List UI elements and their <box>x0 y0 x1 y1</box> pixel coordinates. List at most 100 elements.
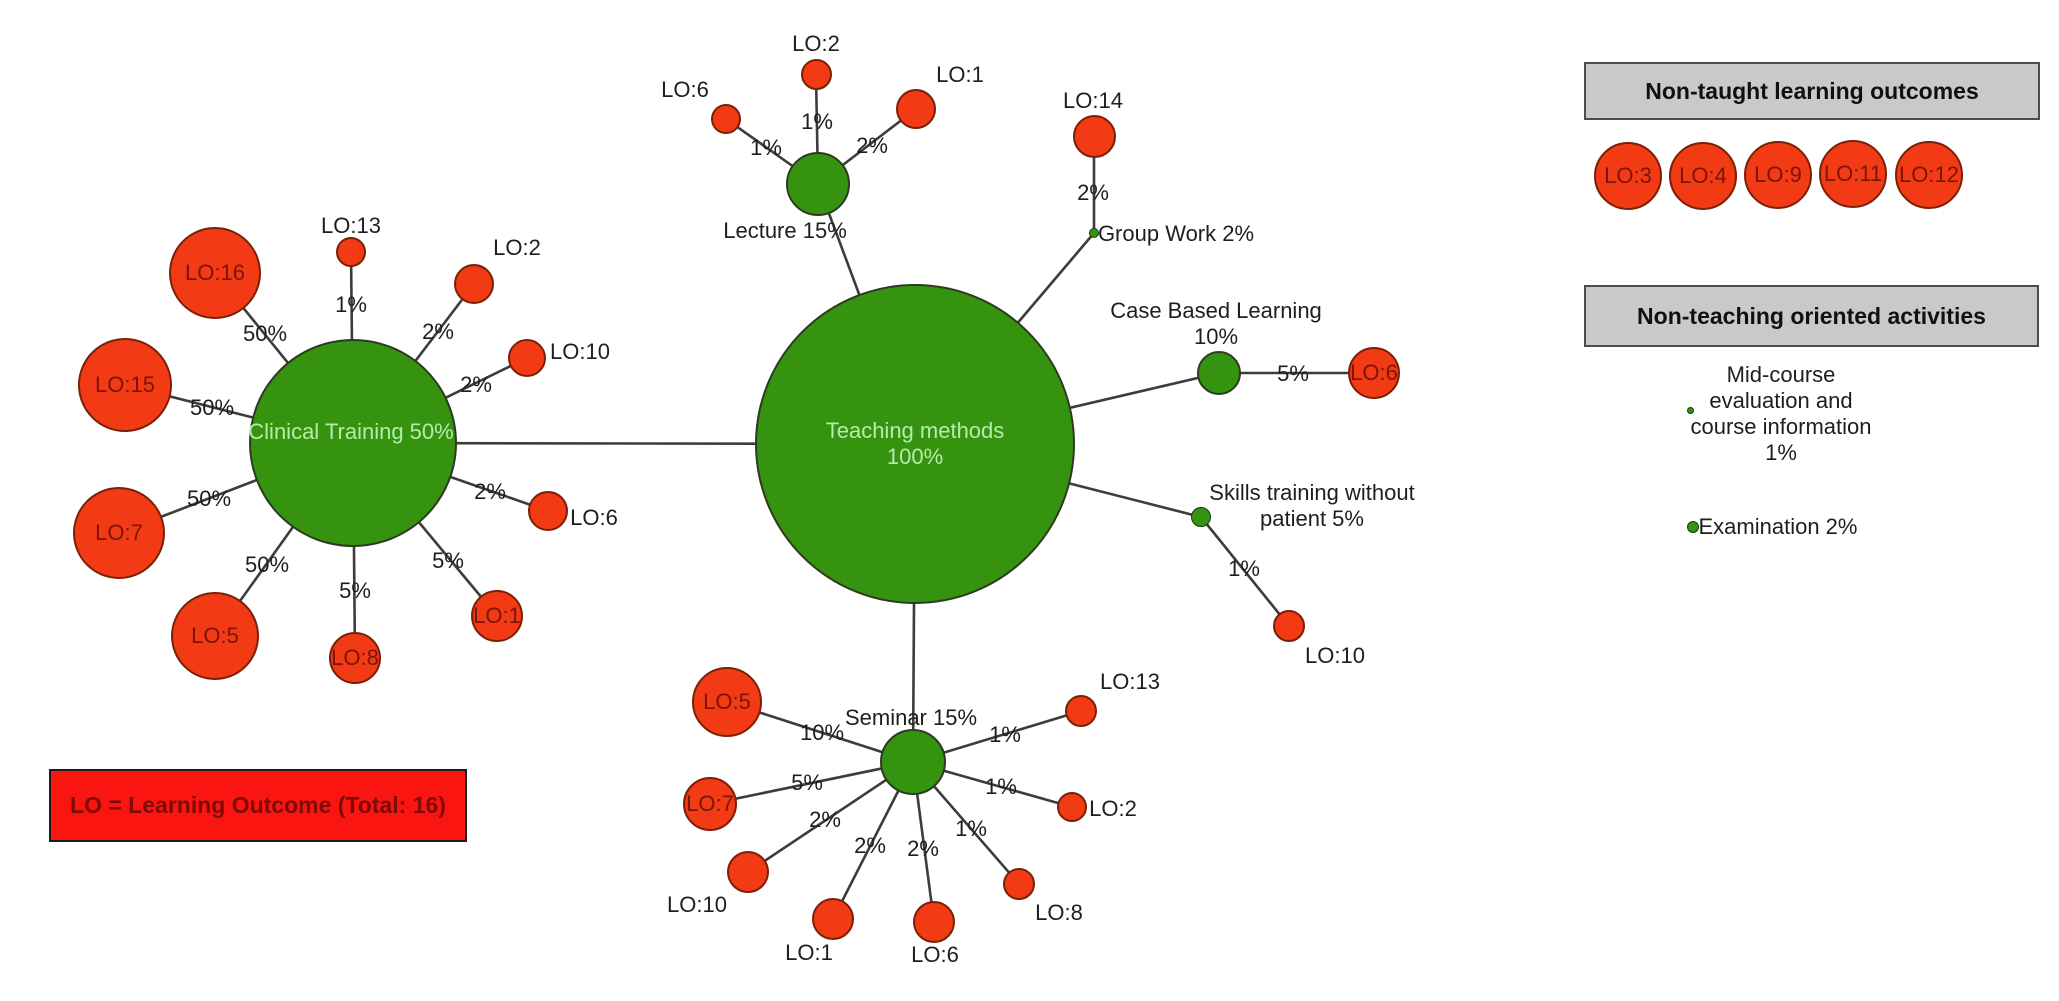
node-exam-dot-label: Examination 2% <box>1698 514 1858 539</box>
node-cl-lo2 <box>454 264 494 304</box>
node-cl-lo16-label: LO:16 <box>185 260 245 285</box>
note-text: LO = Learning Outcome (Total: 16) <box>70 792 446 818</box>
edge-label-seminar-sem-lo13: 1% <box>989 722 1021 747</box>
node-gw-lo14 <box>1072 114 1116 158</box>
node-cl-lo5 <box>171 592 259 680</box>
node-sem-lo7-label: LO:7 <box>686 791 734 816</box>
node-cl-lo15 <box>78 338 172 432</box>
node-lecture-label: Lecture 15% <box>723 218 847 243</box>
node-clinical <box>249 339 457 547</box>
edge-label-seminar-sem-lo2: 1% <box>985 774 1017 799</box>
edge-label-clinical-cl-lo13: 1% <box>335 292 367 317</box>
edge-label-lecture-lec-lo2: 1% <box>801 109 833 134</box>
edge-label-skills-dot-sk-lo10: 1% <box>1228 556 1260 581</box>
edge-label-clinical-cl-lo15: 50% <box>189 395 235 420</box>
legend-non-taught-title: Non-taught learning outcomes <box>1645 77 1979 104</box>
node-leg-lo4 <box>1669 142 1737 210</box>
node-seminar <box>880 729 946 795</box>
edge-seminar-sem-lo7 <box>709 760 914 806</box>
edge-label-clinical-cl-lo6: 2% <box>474 479 506 504</box>
node-sem-lo2 <box>1057 792 1087 822</box>
node-case <box>1197 351 1241 395</box>
node-cl-lo8-label: LO:8 <box>331 645 379 670</box>
node-cl-lo16 <box>169 227 261 319</box>
edge-label-clinical-cl-lo7: 50% <box>186 486 232 511</box>
edge-label-lecture-lec-lo6: 1% <box>750 135 782 160</box>
node-cl-lo1 <box>471 590 523 642</box>
node-group-dot <box>1089 228 1099 238</box>
node-sem-lo10-label: LO:10 <box>667 892 727 917</box>
node-cl-lo7-label: LO:7 <box>95 520 143 545</box>
node-sem-lo6 <box>913 901 955 943</box>
edge-label-clinical-cl-lo1: 5% <box>432 548 464 573</box>
node-lec-lo2 <box>800 58 832 90</box>
edge-label-lecture-lec-lo1: 2% <box>856 133 888 158</box>
node-sem-lo10 <box>727 851 769 893</box>
node-mid-dot <box>1686 406 1694 414</box>
node-cl-lo6 <box>528 491 568 531</box>
edge-label-seminar-sem-lo8: 1% <box>955 816 987 841</box>
node-sem-lo8-label: LO:8 <box>1035 900 1083 925</box>
edge-label-seminar-sem-lo5: 10% <box>799 720 845 745</box>
legend-non-teaching-title: Non-teaching oriented activities <box>1637 302 1986 329</box>
node-cl-lo8 <box>329 632 381 684</box>
node-group-dot-label: Group Work 2% <box>1097 221 1255 246</box>
note-box: LO = Learning Outcome (Total: 16) <box>49 769 467 842</box>
node-lec-lo6 <box>711 104 741 134</box>
node-cl-lo15-label: LO:15 <box>95 372 155 397</box>
node-cl-lo5-label: LO:5 <box>191 623 239 648</box>
node-leg-lo9-label: LO:9 <box>1754 162 1802 187</box>
node-leg-lo11 <box>1819 140 1887 208</box>
legend-non-teaching-box: Non-teaching oriented activities <box>1584 285 2039 347</box>
node-cl-lo10-label: LO:10 <box>550 339 610 364</box>
node-case-lo6 <box>1348 347 1400 399</box>
node-case-label: Case Based Learning 10% <box>1110 298 1322 349</box>
node-teaching-label: Teaching methods 100% <box>825 418 1005 469</box>
edge-label-seminar-sem-lo10: 2% <box>809 807 841 832</box>
node-leg-lo12 <box>1895 141 1963 209</box>
node-sem-lo8 <box>1003 868 1035 900</box>
node-cl-lo2-label: LO:2 <box>493 235 541 260</box>
node-leg-lo4-label: LO:4 <box>1679 163 1727 188</box>
node-cl-lo1-label: LO:1 <box>473 603 521 628</box>
node-lec-lo6-label: LO:6 <box>661 77 709 102</box>
node-sem-lo13 <box>1065 695 1097 727</box>
node-exam-dot <box>1687 521 1699 533</box>
node-seminar-label: Seminar 15% <box>844 705 978 730</box>
node-cl-lo13 <box>336 237 366 267</box>
node-leg-lo9 <box>1744 141 1812 209</box>
node-leg-lo3 <box>1594 142 1662 210</box>
node-clinical-label: Clinical Training 50% <box>248 419 454 444</box>
edge-label-seminar-sem-lo1: 2% <box>854 833 886 858</box>
node-cl-lo13-label: LO:13 <box>321 213 381 238</box>
node-sem-lo13-label: LO:13 <box>1100 669 1160 694</box>
node-cl-lo7 <box>73 487 165 579</box>
node-sem-lo5 <box>692 667 762 737</box>
legend-non-taught-box: Non-taught learning outcomes <box>1584 62 2040 120</box>
node-lec-lo1 <box>896 89 936 129</box>
node-sem-lo7 <box>683 777 737 831</box>
node-cl-lo6-label: LO:6 <box>570 505 618 530</box>
node-gw-lo14-label: LO:14 <box>1063 88 1123 113</box>
edge-label-seminar-sem-lo7: 5% <box>791 770 823 795</box>
node-sem-lo1 <box>812 898 854 940</box>
node-sem-lo2-label: LO:2 <box>1089 796 1137 821</box>
node-lecture <box>786 152 850 216</box>
edge-label-clinical-cl-lo8: 5% <box>339 578 371 603</box>
edge-label-clinical-cl-lo2: 2% <box>422 319 454 344</box>
edge-label-clinical-cl-lo10: 2% <box>460 372 492 397</box>
node-sk-lo10 <box>1273 610 1305 642</box>
node-sem-lo1-label: LO:1 <box>785 940 833 965</box>
node-leg-lo12-label: LO:12 <box>1899 162 1959 187</box>
node-lec-lo1-label: LO:1 <box>936 62 984 87</box>
node-leg-lo11-label: LO:11 <box>1823 161 1883 186</box>
node-sk-lo10-label: LO:10 <box>1305 643 1365 668</box>
edge-label-seminar-sem-lo6: 2% <box>907 836 939 861</box>
node-sem-lo5-label: LO:5 <box>703 689 751 714</box>
node-lec-lo2-label: LO:2 <box>792 31 840 56</box>
edge-label-clinical-cl-lo16: 50% <box>242 321 288 346</box>
node-teaching <box>755 284 1075 604</box>
node-case-lo6-label: LO:6 <box>1350 360 1398 385</box>
node-mid-dot-label: Mid-course evaluation and course informa… <box>1690 362 1872 465</box>
